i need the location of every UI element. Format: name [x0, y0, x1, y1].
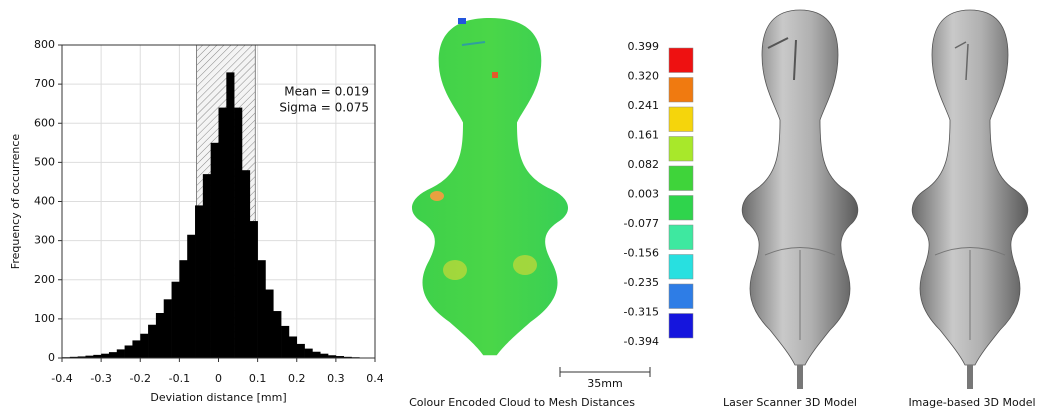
colorbar-swatch — [669, 255, 693, 280]
y-tick-label: 400 — [34, 195, 55, 208]
x-tick-label: -0.2 — [130, 372, 151, 385]
bar — [203, 174, 211, 358]
bar — [156, 313, 164, 358]
x-tick-label: 0 — [215, 372, 222, 385]
colorbar-label: -0.315 — [624, 306, 659, 319]
colorbar-label: 0.161 — [628, 129, 660, 142]
colorbar-label: 0.399 — [628, 40, 660, 53]
y-tick-label: 600 — [34, 116, 55, 129]
bar — [297, 344, 305, 358]
bar — [250, 221, 258, 358]
laser-model — [742, 10, 858, 389]
caption: Image-based 3D Model — [908, 396, 1035, 409]
x-tick-label: -0.1 — [169, 372, 190, 385]
caption: Colour Encoded Cloud to Mesh Distances — [409, 396, 635, 409]
colorbar-label: 0.082 — [628, 158, 660, 171]
bar — [109, 352, 117, 358]
colorbar-swatch — [669, 137, 693, 162]
x-tick-label: 0.2 — [288, 372, 306, 385]
bar — [281, 326, 289, 358]
colorbar-label: -0.077 — [624, 217, 659, 230]
colorbar-label: -0.235 — [624, 276, 659, 289]
colorbar-label: 0.003 — [628, 188, 660, 201]
colorbar-swatch — [669, 314, 693, 339]
colorbar-swatch — [669, 166, 693, 191]
bar — [211, 143, 219, 358]
colorbar-label: 0.320 — [628, 70, 660, 83]
bar — [305, 349, 313, 358]
bar — [320, 354, 328, 358]
bar — [125, 345, 133, 358]
colorbar-swatch — [669, 284, 693, 309]
scale-bar-label: 35mm — [587, 377, 622, 390]
colorbar-swatch — [669, 48, 693, 73]
x-tick-label: -0.4 — [51, 372, 72, 385]
bar — [132, 340, 140, 358]
y-tick-label: 800 — [34, 38, 55, 51]
colorbar-swatch — [669, 107, 693, 132]
colorbar-label: -0.156 — [624, 247, 659, 260]
bar — [234, 108, 242, 358]
bar — [289, 336, 297, 358]
figure: 35mm Colour Encoded Cloud to Mesh Distan… — [0, 0, 1045, 412]
y-tick-label: 500 — [34, 155, 55, 168]
bar — [242, 170, 250, 358]
colorbar-swatch — [669, 225, 693, 250]
x-axis-label: Deviation distance [mm] — [150, 391, 286, 404]
y-tick-label: 0 — [48, 351, 55, 364]
x-tick-label: 0.3 — [327, 372, 345, 385]
bar — [312, 352, 320, 358]
bar — [140, 334, 148, 358]
image-model — [912, 10, 1028, 389]
scale-bar: 35mm — [560, 367, 650, 390]
bar — [172, 282, 180, 358]
bar — [148, 325, 156, 358]
annotation: Sigma = 0.075 — [279, 101, 369, 115]
bar — [273, 311, 281, 358]
colorbar-label: -0.394 — [624, 335, 659, 348]
bar — [187, 235, 195, 358]
y-axis-label: Frequency of occurrence — [9, 134, 22, 270]
bar — [117, 349, 125, 358]
y-tick-label: 700 — [34, 77, 55, 90]
y-tick-label: 200 — [34, 273, 55, 286]
colorbar-swatch — [669, 78, 693, 103]
x-tick-label: 0.4 — [366, 372, 384, 385]
x-tick-label: 0.1 — [249, 372, 267, 385]
bar — [101, 354, 109, 358]
bar — [219, 108, 227, 358]
bar — [258, 260, 266, 358]
x-tick-label: -0.3 — [90, 372, 111, 385]
bar — [164, 299, 172, 358]
y-tick-label: 300 — [34, 234, 55, 247]
colorbar-label: 0.241 — [628, 99, 660, 112]
bar — [195, 205, 203, 358]
caption: Laser Scanner 3D Model — [723, 396, 857, 409]
annotation: Mean = 0.019 — [284, 85, 369, 99]
bar — [179, 260, 187, 358]
bar — [265, 290, 273, 358]
y-tick-label: 100 — [34, 312, 55, 325]
bar — [226, 72, 234, 358]
colorbar-swatch — [669, 196, 693, 221]
colour-figurine — [412, 18, 568, 355]
